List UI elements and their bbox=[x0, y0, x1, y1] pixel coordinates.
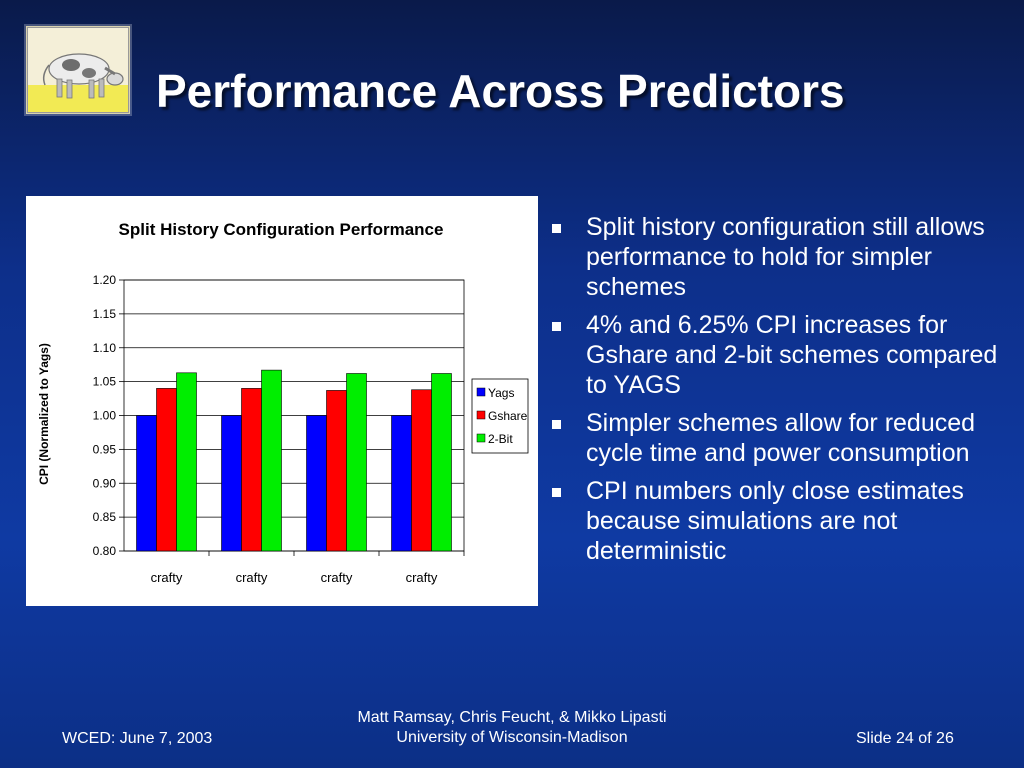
legend-label: 2-Bit bbox=[488, 432, 513, 446]
page-title: Performance Across Predictors bbox=[156, 65, 845, 117]
x-tick-label: crafty bbox=[236, 570, 268, 585]
chart-title: Split History Configuration Performance bbox=[119, 220, 444, 239]
legend-label: Yags bbox=[488, 386, 514, 400]
bullet-item: Simpler schemes allow for reduced cycle … bbox=[548, 408, 998, 468]
bar-2-bit bbox=[176, 372, 197, 552]
bullet-square-icon bbox=[552, 488, 561, 497]
x-tick-label: crafty bbox=[151, 570, 183, 585]
bar-gshare bbox=[156, 388, 177, 552]
x-tick-label: crafty bbox=[321, 570, 353, 585]
bullet-square-icon bbox=[552, 420, 561, 429]
chart-panel: Split History Configuration Performance … bbox=[26, 196, 538, 606]
y-tick-label: 0.90 bbox=[93, 476, 117, 490]
bar-yags bbox=[221, 415, 242, 552]
footer-slide-number: Slide 24 of 26 bbox=[856, 730, 954, 747]
bullet-square-icon bbox=[552, 322, 561, 331]
cow-logo-image bbox=[27, 27, 129, 113]
bullet-text: 4% and 6.25% CPI increases for Gshare an… bbox=[586, 311, 998, 399]
y-tick-label: 1.00 bbox=[93, 409, 117, 423]
bullet-text: Split history configuration still allows… bbox=[586, 213, 985, 301]
legend-swatch bbox=[476, 410, 486, 420]
y-tick-label: 1.05 bbox=[93, 375, 117, 389]
y-tick-label: 0.95 bbox=[93, 442, 117, 456]
legend-swatch bbox=[476, 433, 486, 443]
bar-2-bit bbox=[431, 373, 452, 552]
footer-authors: Matt Ramsay, Chris Feucht, & Mikko Lipas… bbox=[312, 708, 712, 748]
y-tick-label: 1.20 bbox=[93, 273, 117, 287]
cow-logo bbox=[26, 26, 130, 114]
bar-yags bbox=[136, 415, 157, 552]
y-tick-label: 1.15 bbox=[93, 307, 117, 321]
footer-authors-line2: University of Wisconsin-Madison bbox=[396, 729, 628, 746]
legend-swatch bbox=[476, 387, 486, 397]
bullet-item: 4% and 6.25% CPI increases for Gshare an… bbox=[548, 310, 998, 400]
bar-chart: Split History Configuration Performance … bbox=[37, 220, 529, 585]
bullet-item: CPI numbers only close estimates because… bbox=[548, 476, 998, 566]
y-tick-label: 1.10 bbox=[93, 341, 117, 355]
footer-authors-line1: Matt Ramsay, Chris Feucht, & Mikko Lipas… bbox=[357, 709, 667, 726]
bar-2-bit bbox=[346, 373, 367, 552]
bar-gshare bbox=[411, 389, 432, 552]
y-tick-label: 0.85 bbox=[93, 510, 117, 524]
legend-label: Gshare bbox=[488, 409, 528, 423]
footer-date: WCED: June 7, 2003 bbox=[62, 730, 213, 747]
bullet-text: Simpler schemes allow for reduced cycle … bbox=[586, 409, 976, 467]
bar-yags bbox=[306, 415, 327, 552]
bullet-text: CPI numbers only close estimates because… bbox=[586, 477, 964, 565]
bar-2-bit bbox=[261, 369, 282, 552]
y-axis-label: CPI (Normalized to Yags) bbox=[37, 343, 51, 485]
bar-gshare bbox=[326, 390, 347, 552]
bullet-square-icon bbox=[552, 224, 561, 233]
bullet-item: Split history configuration still allows… bbox=[548, 212, 998, 302]
y-tick-label: 0.80 bbox=[93, 544, 117, 558]
x-tick-label: crafty bbox=[406, 570, 438, 585]
bar-yags bbox=[391, 415, 412, 552]
bullet-list: Split history configuration still allows… bbox=[548, 212, 998, 574]
bar-gshare bbox=[241, 388, 262, 552]
